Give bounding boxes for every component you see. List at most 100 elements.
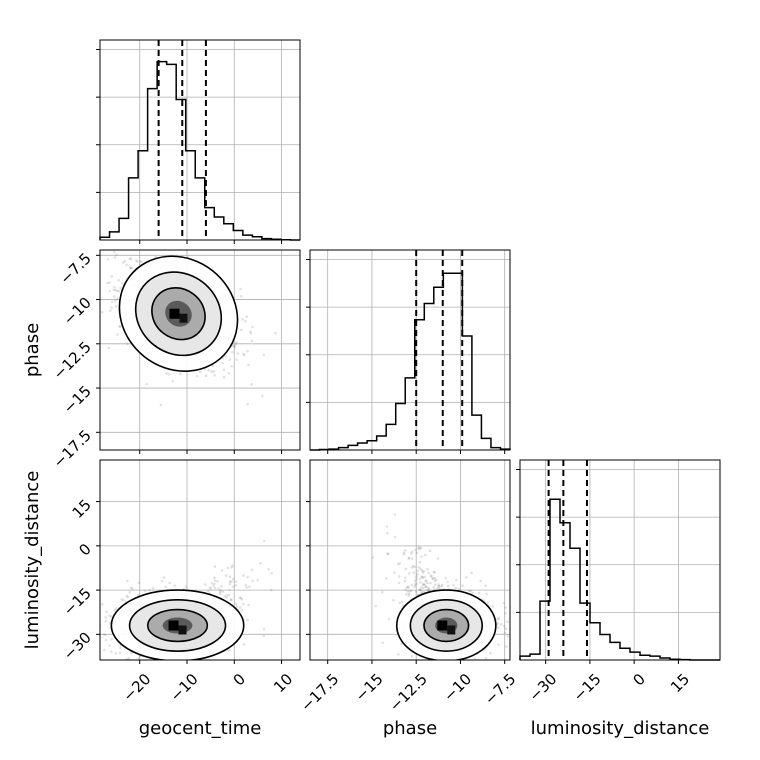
sample-point (207, 589, 210, 593)
sample-point (421, 590, 424, 594)
sample-point (164, 585, 167, 589)
sample-point (429, 581, 432, 585)
sample-point (136, 260, 139, 263)
sample-point (232, 344, 236, 348)
sample-point (110, 306, 113, 309)
sample-point (151, 666, 154, 669)
sample-point (421, 571, 425, 574)
sample-point (213, 565, 217, 568)
sample-point (404, 576, 407, 580)
sample-point (106, 257, 110, 261)
sample-point (136, 667, 139, 670)
sample-point (119, 646, 122, 650)
density-peak (179, 313, 188, 323)
sample-point (168, 581, 172, 585)
sample-point (130, 266, 133, 270)
sample-point (407, 572, 411, 575)
sample-point (418, 588, 422, 592)
sample-point (457, 587, 461, 591)
sample-point (452, 583, 455, 587)
sample-point (398, 562, 402, 565)
sample-point (131, 587, 134, 591)
sample-point (209, 587, 213, 591)
sample-point (436, 557, 440, 560)
sample-point (274, 331, 277, 335)
sample-point (417, 565, 421, 569)
sample-point (184, 585, 188, 589)
sample-point (421, 576, 425, 580)
sample-point (162, 576, 166, 579)
sample-point (235, 358, 238, 361)
sample-point (151, 586, 155, 590)
sample-point (418, 560, 422, 564)
sample-point (228, 588, 231, 592)
sample-point (222, 368, 226, 371)
sample-point (386, 531, 389, 535)
sample-point (404, 548, 407, 552)
contour-line (134, 271, 223, 357)
sample-point (422, 586, 425, 590)
sample-point (371, 556, 374, 559)
sample-point (424, 585, 428, 589)
sample-point (231, 564, 234, 567)
sample-point (447, 678, 450, 681)
sample-point (112, 288, 116, 292)
sample-point (129, 257, 133, 261)
sample-point (418, 588, 422, 591)
histogram-geocent-time (96, 39, 301, 244)
sample-point (128, 257, 132, 260)
sample-point (479, 579, 482, 583)
sample-point (136, 593, 140, 597)
joint-geocent-time-vs-luminosity-distance: −20 −10 0 10 −30 −15 0 15 (60, 459, 301, 705)
sample-point (527, 642, 530, 645)
sample-point (227, 648, 231, 652)
sample-point (270, 571, 273, 575)
sample-point (422, 569, 425, 573)
histogram-luminosity-distance: −30 −15 0 15 (516, 459, 721, 705)
sample-point (123, 259, 127, 263)
y-tick-label: −15 (60, 382, 95, 417)
contour-line (146, 608, 209, 643)
sample-point (249, 332, 253, 335)
sample-point (110, 275, 114, 278)
sample-point (164, 227, 167, 230)
sample-point (419, 581, 422, 584)
sample-point (234, 583, 238, 587)
sample-point (420, 575, 423, 579)
sample-point (417, 547, 420, 550)
sample-point (112, 295, 116, 298)
sample-point (172, 662, 175, 665)
sample-point (246, 402, 249, 406)
sample-point (129, 586, 133, 590)
contour-line (118, 255, 239, 372)
sample-point (122, 598, 125, 602)
sample-point (381, 590, 384, 594)
sample-point (165, 372, 168, 375)
sample-point (392, 599, 395, 602)
sample-point (125, 594, 129, 598)
sample-point (426, 581, 429, 585)
sample-point (88, 616, 91, 619)
y-axis-label-phase: phase (22, 323, 43, 377)
sample-point (269, 588, 273, 592)
sample-point (137, 581, 141, 585)
sample-point (97, 628, 100, 631)
sample-point (121, 282, 124, 285)
sample-point (515, 632, 518, 635)
sample-point (489, 651, 492, 655)
sample-point (130, 651, 134, 655)
sample-point (110, 300, 114, 304)
sample-point (155, 661, 158, 664)
sample-point (262, 353, 266, 357)
sample-point (260, 394, 264, 398)
sample-point (446, 666, 449, 669)
sample-point (113, 256, 117, 259)
sample-point (416, 569, 420, 572)
sample-point (433, 579, 437, 583)
sample-point (213, 582, 216, 586)
sample-point (219, 588, 222, 592)
sample-point (418, 577, 421, 581)
sample-point (506, 620, 509, 624)
x-axis-label-geocent-time: geocent_time (139, 718, 262, 739)
contour-line (110, 589, 245, 660)
